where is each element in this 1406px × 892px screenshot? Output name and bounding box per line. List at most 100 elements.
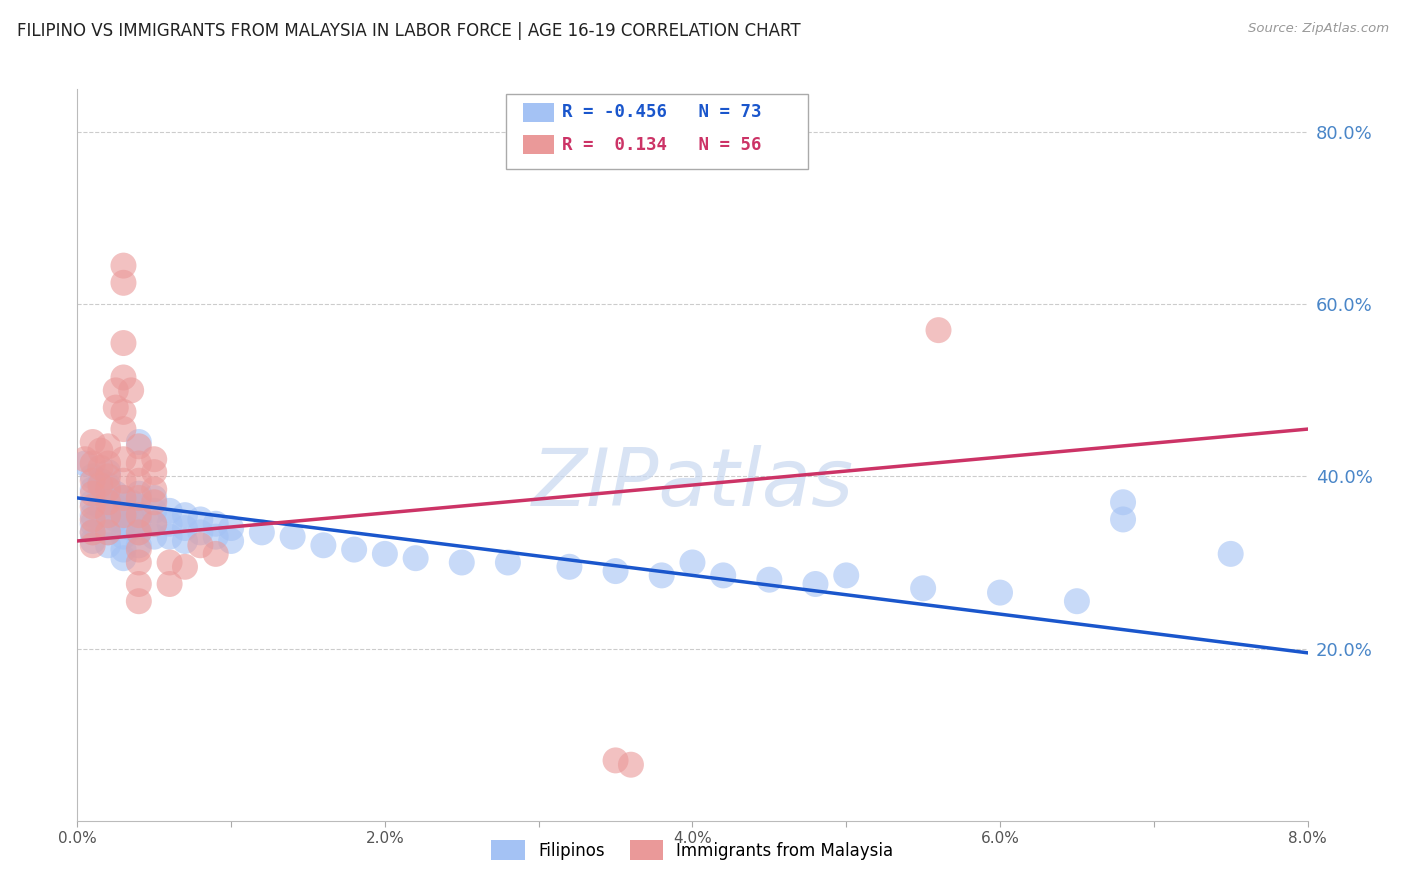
Point: [89, 500, 111, 514]
Point: [143, 465, 166, 479]
Point: [112, 551, 135, 566]
Point: [97, 483, 120, 497]
Point: [374, 547, 396, 561]
Point: [804, 577, 827, 591]
Text: R = -0.456   N = 73: R = -0.456 N = 73: [562, 103, 762, 121]
Point: [711, 568, 734, 582]
Point: [1112, 495, 1135, 509]
Point: [112, 370, 135, 384]
Point: [988, 585, 1011, 599]
Point: [97, 457, 120, 471]
Point: [143, 516, 166, 531]
Text: R =  0.134   N = 56: R = 0.134 N = 56: [562, 136, 762, 153]
Point: [143, 452, 166, 467]
Point: [128, 500, 150, 514]
Point: [82, 508, 104, 523]
Point: [312, 538, 335, 552]
Point: [112, 474, 135, 488]
Point: [758, 573, 780, 587]
Point: [112, 452, 135, 467]
Point: [128, 525, 150, 540]
Point: [112, 516, 135, 531]
Point: [112, 336, 135, 351]
Point: [143, 483, 166, 497]
Point: [1112, 512, 1135, 526]
Point: [620, 757, 643, 772]
Point: [112, 530, 135, 544]
Point: [405, 551, 427, 566]
Legend: Filipinos, Immigrants from Malaysia: Filipinos, Immigrants from Malaysia: [485, 833, 900, 867]
Point: [97, 469, 120, 483]
Point: [120, 508, 142, 523]
Point: [82, 500, 104, 514]
Point: [73, 452, 96, 467]
Point: [97, 439, 120, 453]
Point: [128, 474, 150, 488]
Point: [143, 516, 166, 531]
Point: [219, 521, 242, 535]
Point: [928, 323, 950, 337]
Point: [112, 508, 135, 523]
Point: [128, 525, 150, 540]
Point: [104, 500, 127, 514]
Point: [112, 491, 135, 505]
Point: [188, 525, 212, 540]
Point: [120, 384, 142, 398]
Point: [651, 568, 673, 582]
Point: [204, 516, 226, 531]
Text: ZIPatlas: ZIPatlas: [531, 445, 853, 524]
Point: [174, 533, 197, 548]
Point: [188, 512, 212, 526]
Point: [97, 465, 120, 479]
Point: [82, 516, 104, 531]
Point: [128, 439, 150, 453]
Point: [82, 538, 104, 552]
Point: [143, 491, 166, 505]
Point: [82, 512, 104, 526]
Point: [97, 525, 120, 540]
Point: [112, 259, 135, 273]
Point: [1066, 594, 1088, 608]
Point: [450, 556, 472, 570]
Point: [112, 542, 135, 557]
Point: [82, 474, 104, 488]
Point: [112, 422, 135, 436]
Point: [97, 508, 120, 523]
Point: [128, 457, 150, 471]
Point: [89, 443, 111, 458]
Point: [112, 491, 135, 505]
Point: [128, 594, 150, 608]
Point: [128, 577, 150, 591]
Point: [97, 525, 120, 540]
Point: [174, 521, 197, 535]
Point: [558, 559, 581, 574]
Point: [912, 582, 935, 596]
Point: [159, 530, 181, 544]
Point: [128, 508, 150, 523]
Point: [89, 474, 111, 488]
Point: [82, 457, 104, 471]
Point: [82, 533, 104, 548]
Point: [281, 530, 304, 544]
Point: [97, 495, 120, 509]
Point: [250, 525, 273, 540]
Point: [82, 483, 104, 497]
Point: [128, 556, 150, 570]
Point: [128, 435, 150, 450]
Point: [174, 508, 197, 523]
Point: [104, 384, 127, 398]
Point: [97, 538, 120, 552]
Point: [174, 559, 197, 574]
Point: [97, 478, 120, 492]
Point: [73, 457, 96, 471]
Point: [82, 525, 104, 540]
Point: [159, 577, 181, 591]
Point: [82, 525, 104, 540]
Point: [104, 401, 127, 415]
Point: [120, 495, 142, 509]
Point: [219, 533, 242, 548]
Point: [82, 469, 104, 483]
Point: [89, 460, 111, 475]
Point: [89, 486, 111, 500]
Point: [835, 568, 858, 582]
